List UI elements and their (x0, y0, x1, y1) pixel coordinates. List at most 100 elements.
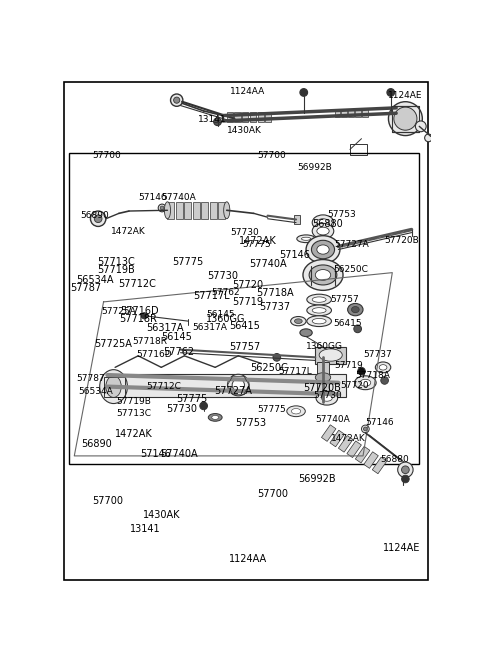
Text: 1360GG: 1360GG (306, 342, 343, 351)
Bar (350, 144, 367, 155)
Text: 1124AA: 1124AA (229, 554, 267, 564)
Bar (341, 109, 347, 117)
Text: 13141: 13141 (198, 115, 227, 124)
Bar (372, 457, 387, 474)
Text: 57719B: 57719B (97, 265, 135, 275)
Text: 1472AK: 1472AK (239, 236, 276, 246)
Bar (315, 346, 346, 364)
Text: 57730: 57730 (314, 391, 343, 400)
Text: 57740A: 57740A (161, 193, 196, 202)
Ellipse shape (312, 215, 334, 231)
Ellipse shape (303, 259, 343, 290)
Circle shape (402, 475, 409, 483)
Bar (227, 113, 233, 122)
Ellipse shape (319, 349, 342, 361)
Text: 57775: 57775 (258, 405, 286, 414)
Text: 1430AK: 1430AK (143, 510, 180, 520)
Text: 56534A: 56534A (76, 275, 113, 286)
Circle shape (90, 211, 106, 227)
Circle shape (214, 118, 221, 126)
Ellipse shape (379, 365, 387, 370)
Ellipse shape (360, 379, 371, 386)
Text: 57762: 57762 (163, 347, 194, 358)
Text: 13141: 13141 (130, 524, 160, 534)
Circle shape (232, 379, 244, 391)
Text: 57725A: 57725A (101, 307, 136, 316)
Ellipse shape (312, 308, 326, 313)
Circle shape (358, 367, 365, 375)
Ellipse shape (295, 319, 302, 324)
Bar (392, 105, 419, 132)
Circle shape (228, 374, 249, 396)
Ellipse shape (322, 395, 332, 402)
Bar (317, 362, 329, 397)
Ellipse shape (212, 415, 219, 419)
Text: 57753: 57753 (235, 418, 266, 428)
Text: 57730: 57730 (207, 271, 238, 281)
Text: 1472AK: 1472AK (111, 227, 146, 236)
Text: 56890: 56890 (82, 440, 112, 449)
Text: 57727A: 57727A (215, 386, 252, 396)
Text: 57720: 57720 (232, 280, 263, 290)
Text: 57716D: 57716D (120, 306, 159, 316)
Text: 1472AK: 1472AK (331, 434, 365, 443)
Circle shape (361, 425, 369, 433)
Text: 57720: 57720 (340, 381, 369, 390)
Circle shape (200, 402, 207, 409)
Ellipse shape (306, 236, 340, 263)
Bar (168, 202, 174, 219)
Text: 57718A: 57718A (256, 288, 294, 298)
Ellipse shape (307, 294, 332, 305)
Text: 57740A: 57740A (315, 415, 350, 424)
Circle shape (398, 462, 413, 477)
Text: 57718A: 57718A (355, 371, 390, 379)
Bar (364, 452, 378, 468)
Text: 1360GG: 1360GG (206, 314, 246, 324)
Text: 57146: 57146 (279, 250, 310, 260)
Text: 1430AK: 1430AK (227, 126, 262, 136)
Text: 57775: 57775 (172, 257, 204, 267)
Circle shape (363, 427, 367, 431)
Text: 57737: 57737 (363, 350, 392, 359)
Text: 57146: 57146 (365, 419, 394, 427)
Text: 57757: 57757 (229, 342, 261, 352)
Text: 56415: 56415 (333, 319, 361, 328)
Text: 56880: 56880 (312, 219, 343, 229)
Text: 57712C: 57712C (146, 382, 181, 391)
Ellipse shape (224, 202, 230, 219)
Text: 57712C: 57712C (119, 279, 156, 289)
Text: 57775: 57775 (176, 394, 207, 404)
Bar (184, 202, 192, 219)
Text: 57700: 57700 (93, 496, 124, 506)
Text: 56992B: 56992B (298, 162, 332, 172)
Text: 57753: 57753 (327, 210, 356, 219)
Ellipse shape (106, 376, 121, 398)
Text: 57725A: 57725A (94, 339, 132, 349)
Ellipse shape (291, 316, 306, 326)
Circle shape (170, 94, 183, 106)
Ellipse shape (301, 237, 311, 240)
Text: 57718R: 57718R (132, 337, 167, 346)
Text: 57717L: 57717L (193, 291, 230, 301)
Ellipse shape (317, 245, 329, 254)
Ellipse shape (388, 102, 422, 136)
Ellipse shape (315, 373, 331, 382)
Text: 57727A: 57727A (335, 240, 369, 250)
Text: 56250C: 56250C (334, 265, 369, 274)
Circle shape (354, 325, 361, 333)
Ellipse shape (312, 318, 326, 324)
Ellipse shape (351, 307, 359, 312)
Ellipse shape (394, 107, 417, 130)
Ellipse shape (307, 305, 332, 316)
Ellipse shape (287, 406, 305, 417)
Text: 57720B: 57720B (303, 383, 341, 393)
Text: 56992B: 56992B (298, 474, 336, 483)
Ellipse shape (312, 297, 326, 303)
Ellipse shape (317, 219, 329, 227)
Bar (218, 202, 225, 219)
Circle shape (94, 215, 102, 223)
Text: 57730: 57730 (167, 404, 198, 414)
Bar (355, 446, 370, 463)
Bar (338, 436, 353, 452)
Bar (176, 202, 183, 219)
